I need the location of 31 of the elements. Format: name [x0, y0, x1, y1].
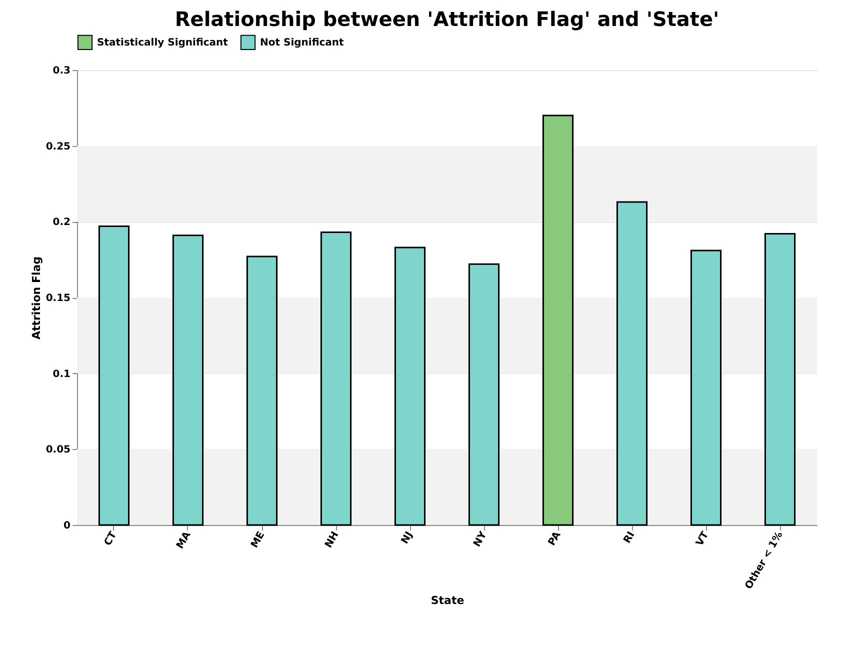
y-tick-label: 0.15: [46, 293, 71, 304]
bar: [172, 234, 204, 526]
y-tick-label: 0: [64, 520, 71, 532]
bar: [542, 114, 574, 526]
x-tick-label: NH: [323, 530, 342, 550]
y-tick-label: 0.1: [52, 368, 71, 380]
bar: [320, 232, 352, 526]
bar: [468, 263, 500, 526]
bar: [764, 233, 796, 526]
x-tick-label: NY: [472, 529, 490, 550]
y-tick-label: 0.2: [52, 217, 71, 228]
y-tick-label: 0.25: [46, 141, 71, 152]
x-tick-label: ME: [249, 530, 268, 550]
x-tick-label: PA: [546, 530, 564, 548]
x-tick-label: VT: [694, 530, 712, 548]
bar: [98, 225, 130, 526]
legend-label: Statistically Significant: [97, 37, 228, 48]
y-axis-title: Attrition Flag: [30, 256, 43, 340]
x-tick-label: NJ: [400, 530, 416, 546]
x-tick-label: RI: [622, 530, 638, 546]
legend-label: Not Significant: [260, 37, 344, 48]
y-tick-label: 0.3: [52, 66, 71, 76]
x-tick-label: CT: [102, 530, 120, 548]
x-tick-label: MA: [174, 530, 194, 551]
bar: [246, 256, 278, 526]
bar: [690, 250, 722, 526]
y-tick-label: 0.05: [46, 444, 71, 456]
bar: [616, 201, 648, 526]
bar: [394, 246, 426, 526]
chart-title: Relationship between 'Attrition Flag' and 'State': [174, 7, 720, 31]
x-axis-title: State: [430, 594, 464, 607]
